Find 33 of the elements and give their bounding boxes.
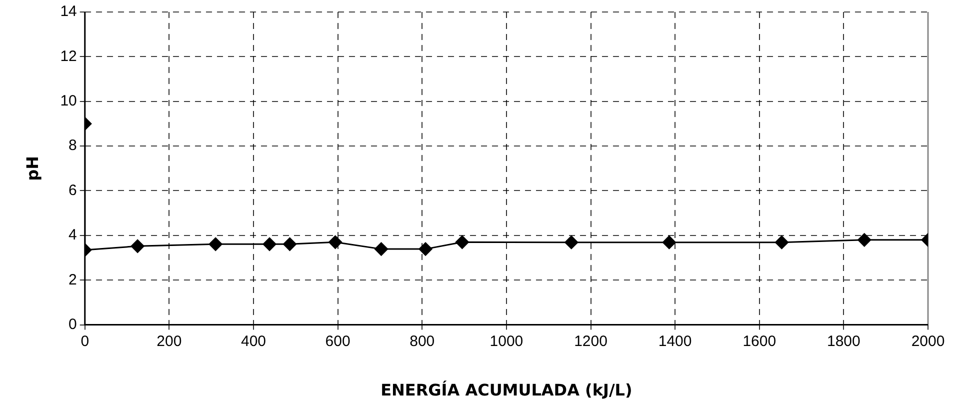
y-tick-label: 10 <box>60 92 77 110</box>
y-tick-label: 6 <box>68 182 77 199</box>
point <box>564 236 578 250</box>
point <box>455 235 469 249</box>
y-tick-label: 14 <box>60 3 77 20</box>
point <box>283 237 297 251</box>
y-tick-label: 12 <box>60 48 77 65</box>
x-tick-label: 1600 <box>742 332 776 350</box>
point <box>774 236 788 250</box>
x-tick-label: 1800 <box>827 332 860 350</box>
y-tick-label: 0 <box>68 316 77 333</box>
point <box>662 236 676 250</box>
point <box>858 233 872 247</box>
x-tick-label: 800 <box>410 332 435 350</box>
point <box>208 237 222 251</box>
x-axis-title: ENERGÍA ACUMULADA (kJ/L) <box>380 380 632 400</box>
x-tick-label: 1200 <box>574 332 608 350</box>
y-tick-label: 4 <box>68 226 77 244</box>
y-tick-label: 8 <box>68 137 77 154</box>
x-tick-label: 0 <box>80 332 90 350</box>
x-tick-label: 400 <box>240 332 266 350</box>
point <box>374 242 388 256</box>
x-tick-label: 1400 <box>658 332 692 350</box>
y-axis-title: pH <box>22 156 42 181</box>
point <box>262 237 276 251</box>
x-tick-label: 2000 <box>911 332 945 350</box>
point <box>328 235 342 249</box>
x-tick-label: 200 <box>156 332 182 350</box>
point <box>418 242 432 256</box>
x-tick-label: 1000 <box>490 332 524 350</box>
point <box>130 239 144 253</box>
x-tick-label: 600 <box>325 332 350 350</box>
y-tick-label: 2 <box>68 271 77 288</box>
